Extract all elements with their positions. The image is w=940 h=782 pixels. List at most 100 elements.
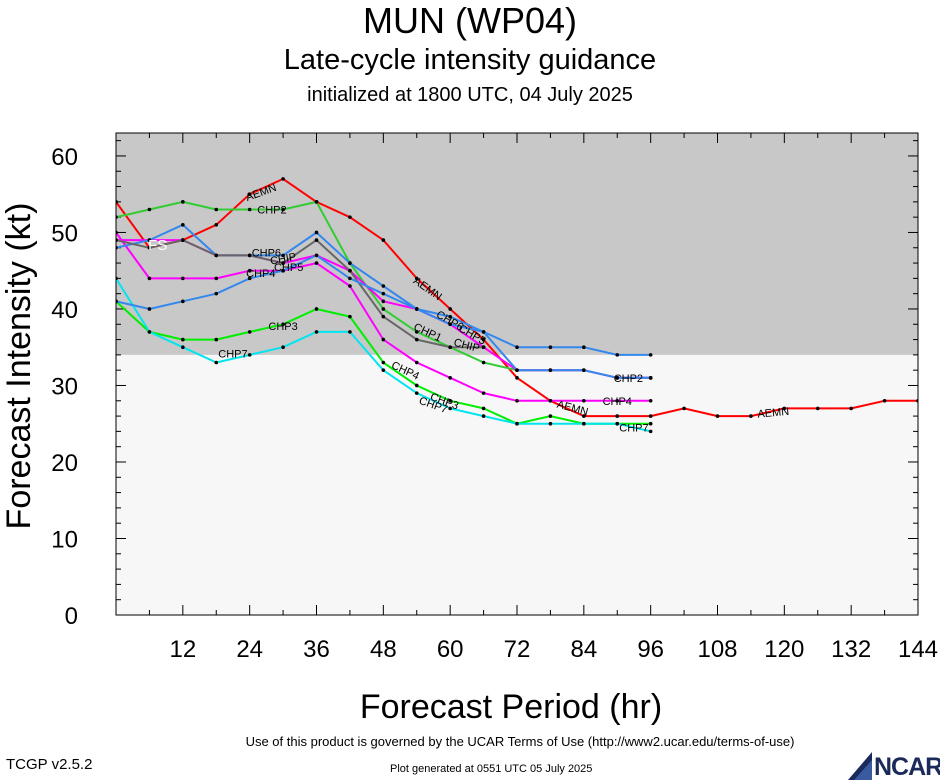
data-point [381,314,386,319]
y-tick-label: 30 [51,373,78,400]
x-tick-label: 36 [303,636,330,663]
data-point [281,322,285,327]
data-point [181,238,185,242]
data-point [247,207,252,212]
data-point [448,376,452,380]
data-point [381,337,386,342]
x-tick-label: 96 [637,636,664,663]
data-point [214,223,219,227]
data-point [548,414,553,418]
data-point [548,368,553,372]
data-point [414,330,419,334]
data-point [481,360,486,365]
data-point [247,276,252,281]
series-label-chp2: CHP2 [614,373,643,385]
data-point [648,414,653,418]
series-label-chp7: CHP7 [619,423,648,435]
series-label-chp7: CHP7 [218,348,247,360]
series-label-chp3: CHP3 [268,321,297,333]
y-tick-label: 10 [51,526,78,553]
series-label-chp5: CHP5 [274,262,303,274]
chart-subtitle: Late-cycle intensity guidance [283,44,657,76]
data-point [448,314,452,319]
ncar-wordmark: NCAR [874,753,940,781]
data-point [247,253,252,258]
x-tick-label: 120 [764,636,804,663]
data-point [214,360,219,365]
data-point [849,406,853,411]
data-point [281,268,285,273]
data-point [582,368,586,372]
data-point [214,291,219,296]
data-point [615,414,620,418]
x-tick-label: 12 [169,636,196,663]
data-point [414,383,419,388]
series-label-aemn: AEMN [757,406,790,421]
data-point [348,284,352,288]
data-point [147,307,152,311]
x-tick-label: 48 [370,636,397,663]
series-label-chp1: FS [148,237,167,254]
data-point [648,376,653,380]
data-point [247,353,252,357]
data-point [615,398,620,403]
data-point [648,353,653,357]
x-tick-label: 108 [697,636,737,663]
data-point [548,345,553,350]
plot-background-lower [116,354,918,615]
x-tick-label: 24 [236,636,263,663]
data-point [348,314,352,319]
data-point [147,276,152,281]
data-point [481,391,486,395]
data-point [648,421,653,426]
y-tick-label: 0 [65,603,78,630]
data-point [116,238,118,242]
series-chp1 [116,253,653,380]
data-point [147,207,152,212]
data-point [281,253,285,258]
data-point [381,238,386,242]
data-point [314,238,319,242]
data-point [181,276,185,281]
data-point [548,421,553,426]
ncar-logo-icon [848,752,872,780]
data-point [615,376,620,380]
data-point [281,345,285,350]
data-point [648,398,653,403]
data-point [281,177,285,181]
x-tick-label: 60 [437,636,464,663]
data-point [682,406,686,411]
version-label: TCGP v2.5.2 [6,756,93,773]
data-point [247,330,252,334]
y-tick-label: 40 [51,297,78,324]
data-point [281,261,285,265]
data-point [247,192,252,197]
data-point [882,398,887,403]
data-point [381,284,386,288]
data-point [448,322,452,327]
data-point [348,215,352,219]
series-label-chp2: CHP2 [257,205,286,217]
data-point [381,368,386,372]
data-point [314,307,319,311]
data-point [582,398,586,403]
series-label-chp4: CHP4 [603,396,632,408]
data-point [348,330,352,334]
data-point [181,345,185,350]
data-point [715,414,720,418]
data-point [481,345,486,350]
data-point [916,398,918,403]
series-line-chip [116,239,484,349]
data-point [348,261,352,265]
data-point [815,406,820,411]
data-point [247,268,252,273]
data-point [414,276,419,281]
data-point [548,398,553,403]
data-point [515,345,519,350]
data-point [147,245,152,250]
data-point [116,276,118,281]
chart-title: MUN (WP04) [363,0,577,41]
data-point [381,307,386,311]
data-point [448,307,452,311]
data-point [381,291,386,296]
